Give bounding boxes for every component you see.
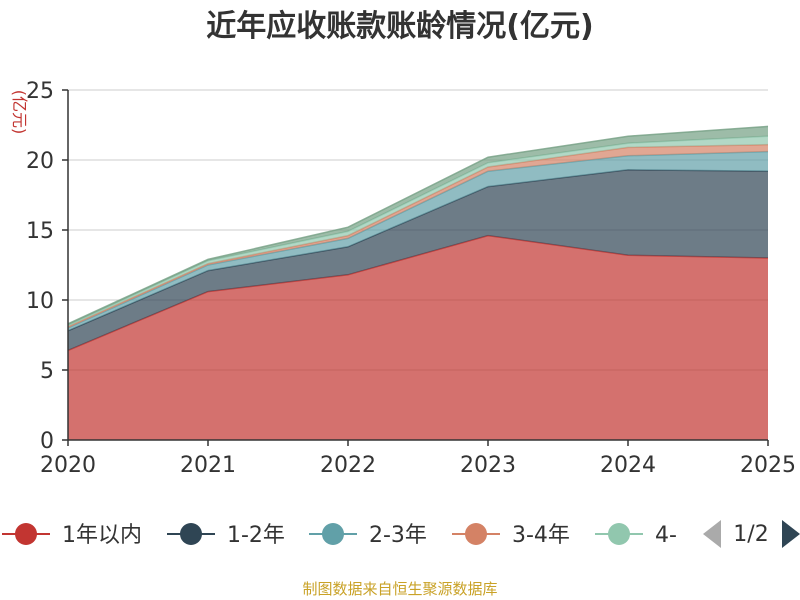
- y-tick-label: 25: [26, 79, 54, 104]
- area-series-1[interactable]: [68, 235, 768, 440]
- legend-item-5[interactable]: 4-: [595, 523, 677, 548]
- legend-next-arrow-icon[interactable]: [782, 520, 800, 548]
- y-tick-label: 15: [26, 219, 54, 244]
- legend-label: 1年以内: [62, 523, 142, 548]
- x-tick-label: 2024: [600, 453, 656, 478]
- legend-item-4[interactable]: 3-4年: [452, 523, 570, 548]
- legend-item-2[interactable]: 1-2年: [167, 523, 285, 548]
- y-tick-label: 10: [26, 289, 54, 314]
- y-tick-label: 0: [40, 429, 54, 454]
- legend-label: 3-4年: [512, 523, 570, 548]
- legend-label: 4-: [655, 523, 677, 548]
- legend-label: 1-2年: [227, 523, 285, 548]
- legend-marker: [15, 523, 37, 545]
- axes: [62, 89, 769, 446]
- y-axis-unit: (亿元): [10, 90, 29, 135]
- series-line-6: [67, 125, 769, 325]
- legend-marker: [180, 523, 202, 545]
- area-series-3[interactable]: [68, 151, 768, 331]
- legend-item-3[interactable]: 2-3年: [309, 523, 427, 548]
- legend-marker: [322, 523, 344, 545]
- legend-item-1[interactable]: 1年以内: [2, 523, 142, 548]
- legend-page-indicator: 1/2: [733, 522, 768, 547]
- legend-label: 2-3年: [369, 523, 427, 548]
- data-source-note: 制图数据来自恒生聚源数据库: [302, 580, 497, 598]
- legend: 1年以内 1-2年 2-3年 3-4年 4-: [2, 523, 677, 548]
- area-series-2[interactable]: [68, 169, 768, 351]
- y-tick-label: 5: [40, 359, 54, 384]
- x-tick-label: 2025: [740, 453, 796, 478]
- y-tick-labels: 0 5 10 15 20 25: [26, 79, 54, 454]
- legend-prev-arrow-icon[interactable]: [703, 520, 721, 548]
- legend-marker: [608, 523, 630, 545]
- x-tick-label: 2023: [460, 453, 516, 478]
- x-tick-label: 2020: [40, 453, 96, 478]
- x-tick-labels: 2020 2021 2022 2023 2024 2025: [40, 453, 796, 478]
- legend-marker: [465, 523, 487, 545]
- x-tick-label: 2022: [320, 453, 376, 478]
- area-series: [67, 125, 769, 440]
- y-tick-label: 20: [26, 149, 54, 174]
- chart-title: 近年应收账款账龄情况(亿元): [206, 9, 593, 44]
- legend-pager: 1/2: [703, 520, 800, 548]
- x-tick-label: 2021: [180, 453, 236, 478]
